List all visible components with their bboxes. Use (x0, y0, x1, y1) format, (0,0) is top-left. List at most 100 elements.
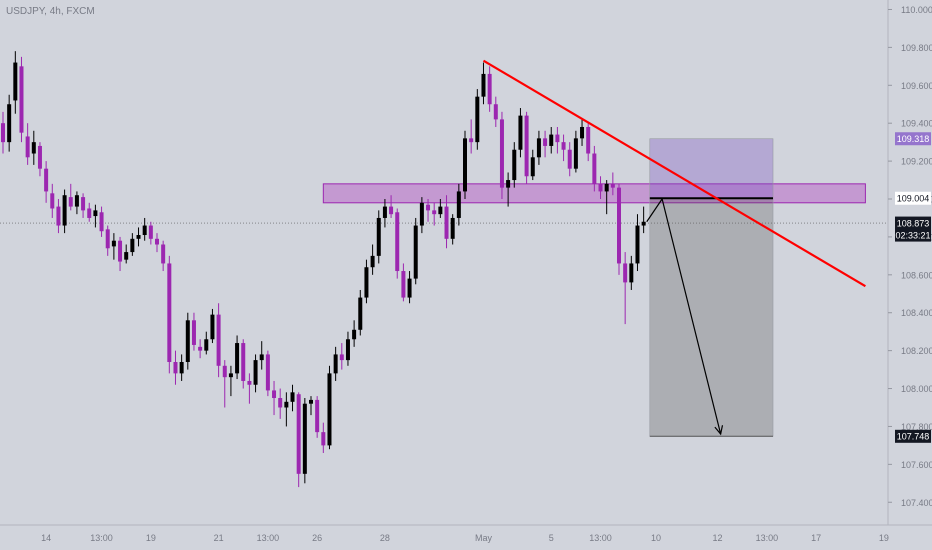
stop-loss-zone[interactable] (649, 138, 774, 199)
candle[interactable] (315, 396, 320, 438)
candle[interactable] (623, 252, 628, 325)
candle[interactable] (124, 244, 129, 264)
candle[interactable] (536, 130, 541, 165)
candle[interactable] (635, 214, 640, 272)
projection-arrow[interactable] (646, 197, 722, 435)
candle[interactable] (167, 255, 172, 374)
candle[interactable] (426, 199, 431, 222)
candle[interactable] (7, 94, 12, 152)
candle[interactable] (450, 214, 455, 245)
candle[interactable] (50, 183, 55, 218)
candle[interactable] (432, 202, 437, 226)
candle[interactable] (25, 123, 30, 165)
candle[interactable] (580, 119, 585, 146)
candle[interactable] (573, 130, 578, 173)
candle[interactable] (345, 331, 350, 366)
candle[interactable] (444, 195, 449, 249)
take-profit-zone[interactable] (649, 197, 774, 437)
candle[interactable] (493, 96, 498, 127)
candle[interactable] (567, 142, 572, 177)
candle[interactable] (278, 388, 283, 419)
candle[interactable] (210, 308, 215, 344)
candle[interactable] (179, 354, 184, 381)
time-axis[interactable]: 14 13:00 19 21 13:00 26 28 May 5 13:00 10 12 13:00 17… (0, 524, 932, 543)
candle[interactable] (161, 240, 166, 272)
candle[interactable] (142, 217, 147, 241)
candle[interactable] (561, 134, 566, 162)
candle[interactable] (19, 56, 24, 143)
candle[interactable] (376, 210, 381, 264)
candle[interactable] (327, 365, 332, 450)
candle[interactable] (598, 176, 603, 200)
candle[interactable] (68, 183, 73, 211)
candle[interactable] (204, 331, 209, 355)
candle[interactable] (148, 221, 153, 245)
candle[interactable] (610, 172, 615, 196)
candle[interactable] (235, 335, 240, 380)
candle[interactable] (265, 350, 270, 397)
candle[interactable] (456, 183, 461, 226)
candle[interactable] (191, 312, 196, 351)
candle[interactable] (419, 197, 424, 234)
candle[interactable] (475, 89, 480, 150)
candle[interactable] (463, 130, 467, 200)
candle[interactable] (247, 373, 252, 404)
candle[interactable] (136, 227, 141, 247)
candle[interactable] (74, 191, 79, 215)
candle[interactable] (111, 233, 116, 260)
candle[interactable] (339, 343, 344, 370)
candle[interactable] (87, 202, 92, 222)
candle[interactable] (389, 195, 394, 218)
candle[interactable] (604, 180, 609, 215)
candle[interactable] (543, 130, 548, 158)
candle[interactable] (296, 392, 301, 488)
candle[interactable] (31, 130, 36, 165)
candle[interactable] (333, 346, 338, 381)
candle[interactable] (302, 398, 307, 484)
candle[interactable] (272, 380, 277, 416)
candle[interactable] (130, 233, 135, 256)
candle[interactable] (370, 244, 375, 275)
candle[interactable] (321, 422, 326, 453)
candle[interactable] (155, 233, 159, 253)
candle[interactable] (469, 119, 474, 154)
candle[interactable] (524, 111, 529, 184)
price-axis[interactable]: 110.000 109.800 109.600 109.400 109.200 109.0… (887, 0, 932, 525)
candle[interactable] (395, 208, 400, 279)
trendline[interactable] (482, 59, 866, 288)
candle[interactable] (44, 161, 49, 203)
candle[interactable] (499, 111, 504, 200)
candle[interactable] (530, 149, 535, 181)
candle[interactable] (555, 126, 560, 154)
candle[interactable] (586, 123, 591, 162)
candle[interactable] (364, 259, 369, 304)
candle[interactable] (93, 204, 98, 228)
candle[interactable] (382, 199, 387, 228)
candle[interactable] (56, 199, 61, 234)
candle[interactable] (37, 142, 42, 177)
candle[interactable] (185, 312, 190, 370)
candle[interactable] (62, 189, 67, 234)
candle[interactable] (222, 360, 227, 408)
candle[interactable] (259, 341, 264, 370)
candle[interactable] (641, 206, 646, 234)
candle[interactable] (407, 271, 412, 304)
candle[interactable] (617, 183, 621, 275)
candle[interactable] (284, 392, 289, 427)
candle[interactable] (401, 263, 406, 302)
candle[interactable] (105, 225, 110, 256)
candle[interactable] (81, 193, 86, 218)
candle[interactable] (99, 206, 104, 237)
candle[interactable] (481, 62, 486, 105)
candle[interactable] (13, 51, 18, 114)
candle[interactable] (228, 365, 233, 397)
candle[interactable] (413, 217, 418, 285)
candle[interactable] (253, 354, 258, 393)
candle[interactable] (290, 384, 295, 412)
candle[interactable] (352, 320, 357, 347)
candle[interactable] (629, 255, 634, 290)
candle[interactable] (512, 142, 517, 188)
candle[interactable] (118, 236, 123, 272)
candle[interactable] (198, 339, 203, 359)
